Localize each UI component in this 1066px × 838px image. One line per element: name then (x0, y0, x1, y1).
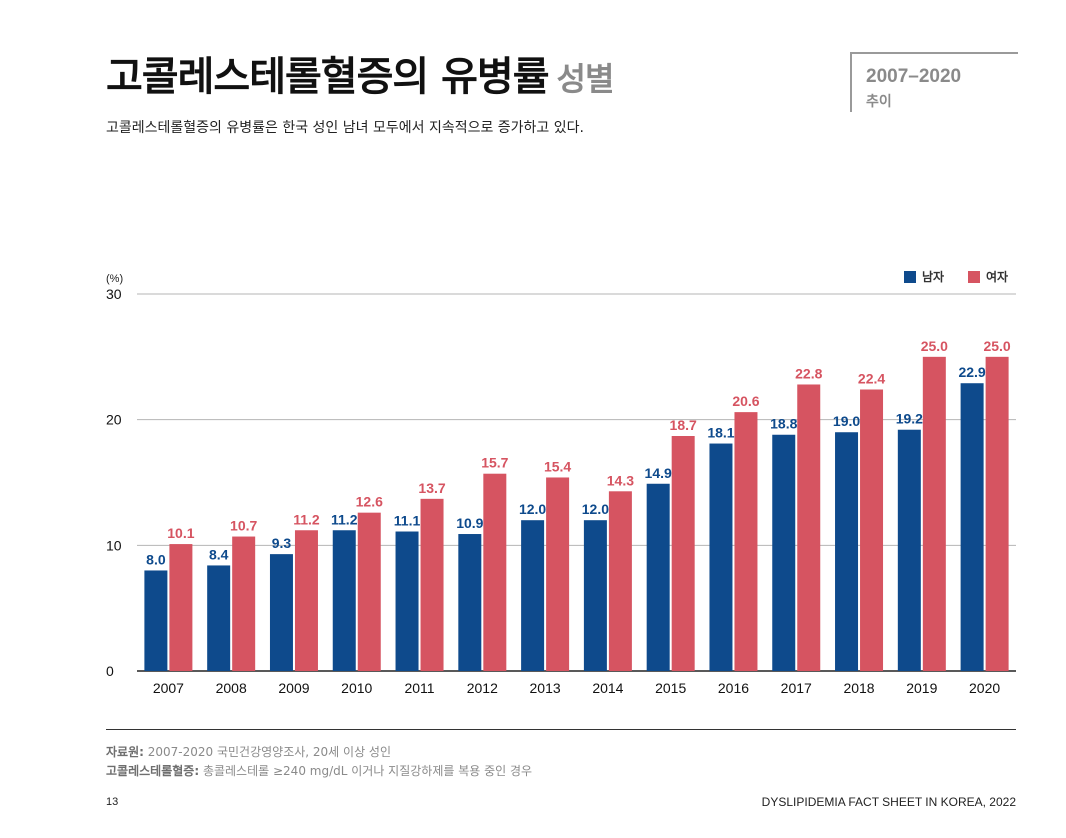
data-label-male: 14.9 (645, 465, 672, 481)
legend-male-swatch (904, 270, 916, 283)
legend-male-label: 남자 (922, 270, 945, 284)
bar-female (985, 356, 1009, 671)
bar-male (709, 443, 733, 671)
x-tick-label: 2014 (592, 680, 623, 696)
data-label-female: 25.0 (983, 338, 1010, 354)
data-label-female: 18.7 (670, 417, 697, 433)
data-label-female: 11.2 (293, 511, 320, 527)
page-number: 13 (106, 796, 119, 808)
data-label-female: 10.1 (167, 525, 194, 541)
bar-female (483, 473, 507, 671)
bar-male (521, 520, 545, 671)
data-label-male: 8.0 (146, 551, 166, 567)
bar-female (797, 384, 821, 671)
data-label-male: 8.4 (209, 546, 229, 562)
bar-female (860, 389, 884, 671)
data-label-female: 22.4 (858, 371, 885, 387)
period-years: 2007–2020 (866, 66, 962, 87)
legend-male: 남자 (904, 268, 944, 285)
bar-female (294, 530, 318, 671)
x-tick-label: 2016 (718, 680, 749, 696)
note-text: 총콜레스테롤 ≥240 mg/dL 이거나 지질강하제를 복용 중인 경우 (199, 764, 533, 778)
bar-male (332, 530, 356, 671)
x-tick-label: 2015 (655, 680, 686, 696)
y-tick-label: 30 (106, 286, 122, 302)
bar-female (734, 412, 758, 671)
period-trend: 추이 (866, 94, 892, 110)
bar-male (144, 570, 168, 671)
data-label-male: 10.9 (456, 515, 483, 531)
bar-male (269, 554, 293, 671)
legend-female-label: 여자 (986, 270, 1009, 284)
data-label-female: 15.4 (544, 458, 571, 474)
data-label-female: 13.7 (418, 480, 445, 496)
data-label-male: 12.0 (519, 501, 546, 517)
x-tick-label: 2010 (341, 680, 372, 696)
title-main: 고콜레스테롤혈증의 유병률 (106, 54, 550, 100)
data-label-male: 22.9 (958, 364, 985, 380)
bar-male (646, 483, 670, 671)
x-tick-label: 2011 (404, 680, 434, 696)
bar-male (835, 432, 859, 671)
y-unit-label: (%) (106, 273, 123, 285)
bar-male (897, 429, 921, 671)
data-label-female: 25.0 (921, 338, 948, 354)
y-tick-label: 10 (106, 537, 122, 553)
data-label-female: 14.3 (607, 472, 634, 488)
title-sub: 성별 (556, 60, 615, 98)
x-tick-label: 2009 (278, 680, 309, 696)
data-label-female: 22.8 (795, 365, 822, 381)
bar-female (169, 544, 193, 671)
bar-female (357, 512, 381, 671)
y-tick-label: 20 (106, 412, 122, 428)
x-tick-label: 2007 (153, 680, 184, 696)
bar-female (922, 356, 946, 671)
bar-female (546, 477, 570, 671)
legend-female: 여자 (968, 268, 1008, 285)
x-tick-label: 2020 (969, 680, 1000, 696)
data-label-male: 18.1 (707, 425, 734, 441)
data-label-male: 19.0 (833, 413, 860, 429)
publication-name: DYSLIPIDEMIA FACT SHEET IN KOREA, 2022 (761, 795, 1016, 809)
source-label: 자료원: (106, 745, 144, 759)
bar-chart: (%)01020308.010.120078.410.720089.311.22… (106, 273, 1016, 696)
definition-note: 고콜레스테롤혈증: 총콜레스테롤 ≥240 mg/dL 이거나 지질강하제를 복… (106, 762, 532, 779)
bar-female (420, 498, 444, 671)
bar-male (207, 565, 231, 671)
data-label-male: 11.1 (394, 513, 421, 529)
note-label: 고콜레스테롤혈증: (106, 764, 200, 778)
bar-male (960, 383, 984, 671)
data-label-male: 11.2 (331, 511, 358, 527)
data-label-female: 12.6 (356, 494, 383, 510)
source-text: 2007-2020 국민건강영양조사, 20세 이상 성인 (143, 745, 392, 759)
bar-male (395, 531, 419, 671)
x-tick-label: 2013 (530, 680, 561, 696)
x-tick-label: 2019 (906, 680, 937, 696)
data-label-male: 12.0 (582, 501, 609, 517)
bar-male (458, 534, 482, 671)
bar-female (671, 436, 695, 671)
x-tick-label: 2012 (467, 680, 498, 696)
data-label-female: 20.6 (732, 393, 759, 409)
data-label-male: 9.3 (272, 535, 292, 551)
footer-divider (106, 729, 1016, 730)
data-label-female: 15.7 (481, 455, 508, 471)
bar-male (772, 434, 796, 671)
x-tick-label: 2018 (843, 680, 874, 696)
period-badge: 2007–2020 추이 (850, 52, 1018, 112)
bar-female (608, 491, 632, 671)
data-label-male: 18.8 (770, 416, 797, 432)
bar-male (583, 520, 607, 671)
page-subtitle: 고콜레스테롤혈증의 유병률은 한국 성인 남녀 모두에서 지속적으로 증가하고 … (106, 120, 584, 136)
x-tick-label: 2017 (781, 680, 812, 696)
page-title: 고콜레스테롤혈증의 유병률 성별 (106, 44, 615, 102)
source-note: 자료원: 2007-2020 국민건강영양조사, 20세 이상 성인 (106, 743, 391, 760)
legend-female-swatch (968, 270, 980, 283)
bar-female (232, 536, 256, 671)
data-label-female: 10.7 (230, 518, 257, 534)
y-tick-label: 0 (106, 663, 114, 679)
data-label-male: 19.2 (896, 411, 923, 427)
x-tick-label: 2008 (216, 680, 247, 696)
